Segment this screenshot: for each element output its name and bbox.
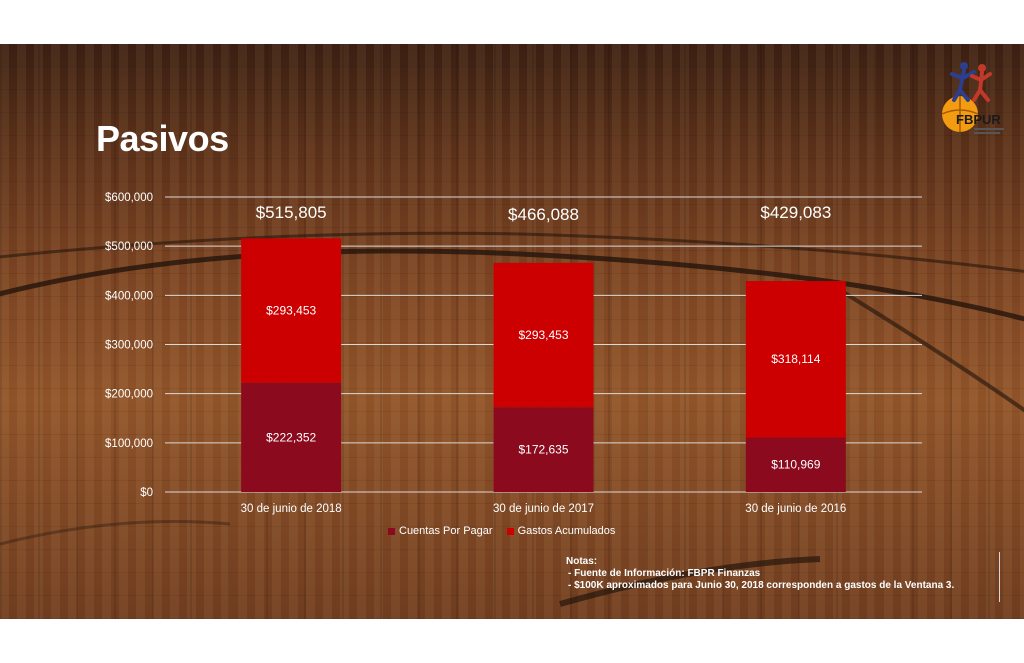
- slide: Pasivos FBPUR $0 $100,000 $200,000 $300,000…: [0, 44, 1024, 619]
- bar-segment-cuentas: [241, 382, 342, 492]
- data-label: $293,453: [518, 328, 568, 342]
- data-label: $172,635: [518, 443, 568, 457]
- bar-chart: $0 $100,000 $200,000 $300,000 $400,000 $500,0…: [105, 192, 922, 515]
- legend-label-cuentas: Cuentas Por Pagar: [399, 525, 493, 537]
- y-tick-label: $200,000: [105, 389, 153, 401]
- total-label: $466,088: [508, 205, 579, 224]
- note-line-1: - Fuente de Información: FBPR Finanzas: [568, 568, 761, 579]
- y-tick-label: $300,000: [105, 340, 153, 352]
- notes-heading: Notas:: [566, 556, 598, 567]
- x-tick-label: 30 de junio de 2016: [745, 503, 846, 515]
- y-tick-label: $100,000: [105, 438, 153, 450]
- x-tick-label: 30 de junio de 2017: [493, 503, 594, 515]
- y-tick-label: $500,000: [105, 241, 153, 253]
- notes: Notas: - Fuente de Información: FBPR Fin…: [566, 556, 954, 592]
- total-label: $515,805: [256, 203, 327, 222]
- x-tick-label: 30 de junio de 2018: [241, 503, 342, 515]
- note-line-2: - $100K aproximados para Junio 30, 2018 …: [568, 580, 955, 591]
- bar-segment-cuentas: [493, 407, 594, 492]
- bar-segment-gastos: [241, 238, 342, 383]
- legend-swatch-cuentas: [388, 527, 395, 535]
- bar-segment-cuentas: [745, 437, 846, 492]
- data-label: $318,114: [771, 352, 820, 366]
- y-tick-label: $600,000: [105, 192, 153, 204]
- page-title: Pasivos: [96, 118, 229, 159]
- legend-swatch-gastos: [506, 527, 514, 535]
- legend-item-gastos: Gastos Acumulados: [506, 525, 616, 537]
- divider: [999, 552, 1000, 602]
- data-label: $293,453: [266, 304, 316, 318]
- logo-text: FBPUR: [956, 112, 1001, 127]
- data-label: $110,969: [771, 458, 820, 472]
- data-label: $222,352: [266, 430, 316, 444]
- bar-segment-gastos: [745, 281, 846, 438]
- legend-label-gastos: Gastos Acumulados: [517, 525, 616, 537]
- court-lines: [0, 231, 1024, 607]
- chart-legend: Cuentas Por Pagar Gastos Acumulados: [388, 525, 615, 537]
- fbpur-logo: FBPUR: [934, 56, 1010, 140]
- y-tick-label: $400,000: [105, 290, 153, 302]
- y-tick-label: $0: [140, 487, 153, 499]
- legend-item-cuentas: Cuentas Por Pagar: [388, 525, 493, 537]
- bar-segment-gastos: [493, 262, 594, 408]
- total-label: $429,083: [760, 203, 831, 222]
